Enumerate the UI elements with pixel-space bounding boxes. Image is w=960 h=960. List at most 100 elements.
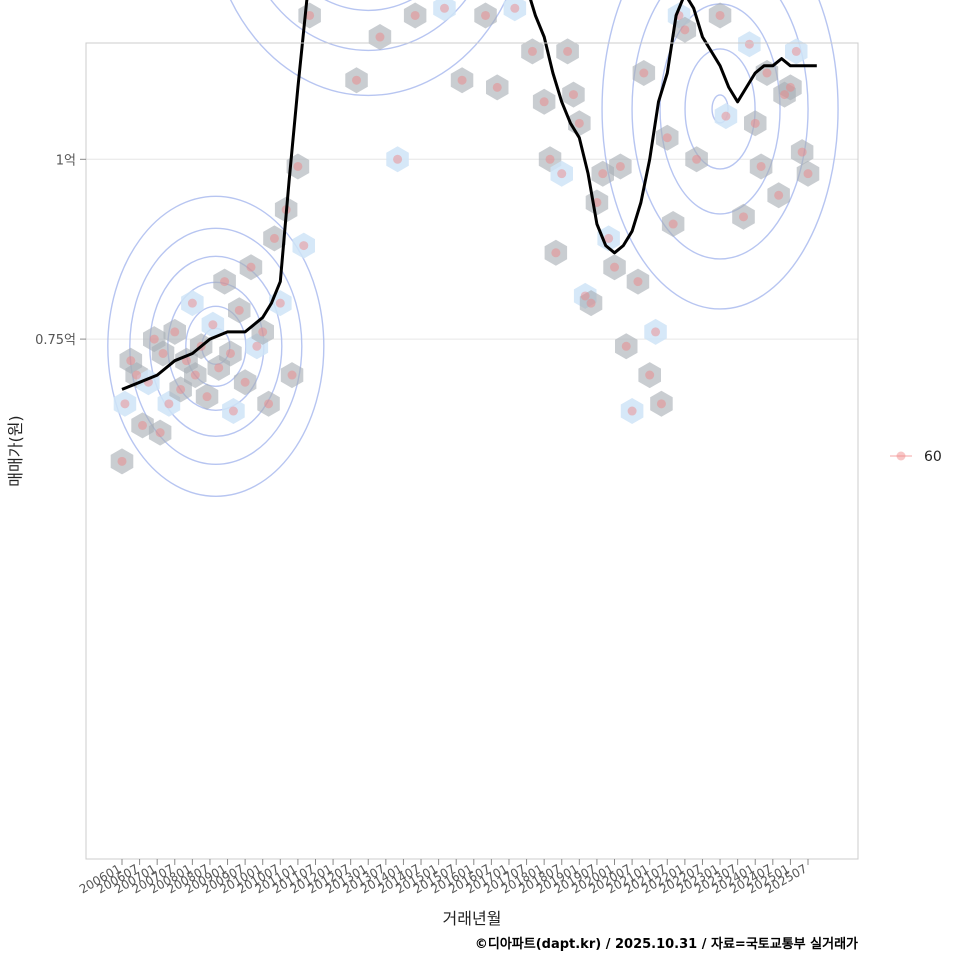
hex-bin [345, 67, 368, 94]
data-point [598, 169, 608, 179]
hex-bin [280, 362, 304, 389]
hex-bin [219, 340, 242, 367]
contour-ring [324, 0, 413, 12]
hex-bin [744, 110, 767, 137]
data-point [299, 241, 309, 251]
hex-bin [708, 2, 732, 29]
data-point [214, 363, 224, 373]
data-point [410, 10, 420, 20]
data-point [149, 334, 159, 344]
hex-bin [181, 290, 204, 317]
hex-bin [632, 60, 656, 86]
data-point [190, 370, 200, 380]
data-point [604, 233, 614, 243]
contour-ring [107, 195, 325, 497]
hex-bin [163, 318, 186, 345]
hex-bin [433, 0, 456, 22]
hex-bin [386, 146, 409, 173]
hex-bin [521, 38, 544, 65]
hex-bin [749, 153, 773, 180]
data-point [645, 370, 655, 380]
data-point [780, 90, 790, 100]
data-point [220, 277, 230, 287]
hex-bin [732, 203, 755, 230]
data-point [574, 118, 584, 128]
data-point [551, 248, 561, 258]
contour-ring [229, 0, 507, 97]
data-point [803, 169, 813, 179]
hex-bin [450, 67, 474, 94]
legend-key-point [896, 451, 906, 461]
hex-bin [767, 182, 790, 209]
hex-bin [650, 390, 673, 417]
hex-bin [673, 16, 697, 43]
y-tick-label: 1억 [56, 153, 76, 168]
hex-bin [131, 412, 154, 439]
data-point [176, 384, 186, 394]
x-axis: 2006012006072007012007072008012008072009… [77, 859, 810, 897]
hex-bin [532, 88, 556, 115]
data-point [539, 97, 549, 107]
data-point [393, 154, 403, 164]
hex-bin [113, 390, 137, 417]
hex-bin [626, 268, 650, 295]
hex-bin [184, 362, 207, 389]
data-point [527, 46, 537, 56]
data-point [375, 32, 385, 42]
data-point [586, 298, 596, 308]
hex-bin [591, 160, 614, 187]
hex-bin [233, 369, 257, 396]
trend-line [121, 0, 817, 391]
data-point [208, 320, 218, 330]
hex-bin [562, 81, 585, 108]
hex-bin [110, 448, 134, 475]
trend-line-group [121, 0, 817, 391]
hex-bin [738, 31, 761, 58]
y-tick-label: 0.75억 [35, 333, 76, 348]
data-point [627, 406, 637, 416]
data-point [155, 428, 165, 438]
hex-bin [403, 2, 427, 29]
hex-bin [597, 225, 620, 252]
hex-bin [251, 318, 274, 345]
data-point [692, 154, 702, 164]
hex-bin [638, 362, 661, 389]
data-point [797, 147, 807, 157]
hex-bin [603, 254, 626, 281]
data-point [656, 399, 666, 409]
hex-bin [151, 340, 175, 367]
hex-bin [779, 74, 802, 101]
contour-ring [270, 0, 467, 52]
hex-bin [556, 38, 579, 65]
data-point [662, 133, 672, 143]
data-point [580, 291, 590, 301]
hex-bin [201, 311, 225, 338]
data-point [287, 370, 297, 380]
data-point [791, 46, 801, 56]
hex-bin [213, 268, 236, 295]
data-point [170, 327, 180, 337]
hex-bin [474, 2, 497, 29]
data-point [568, 90, 578, 100]
hex-bin [486, 74, 509, 101]
hex-bin [257, 390, 280, 417]
hex-bin [195, 383, 219, 410]
data-point [293, 161, 303, 171]
data-point [750, 118, 760, 128]
data-point [120, 399, 130, 409]
data-point [234, 305, 244, 315]
contour-ring [129, 227, 303, 465]
hex-bin [644, 318, 667, 345]
hex-bin [785, 38, 808, 65]
hex-bin [579, 290, 603, 317]
hex-bin [685, 146, 708, 173]
chart-caption: ©디아파트(dapt.kr) / 2025.10.31 / 자료=국토교통부 실… [475, 936, 858, 952]
data-point [668, 219, 678, 229]
data-point [563, 46, 573, 56]
data-point [610, 262, 620, 272]
gridlines [86, 158, 858, 340]
hex-bin [796, 160, 820, 187]
hex-bin [620, 398, 644, 424]
contour-ring [631, 0, 809, 260]
